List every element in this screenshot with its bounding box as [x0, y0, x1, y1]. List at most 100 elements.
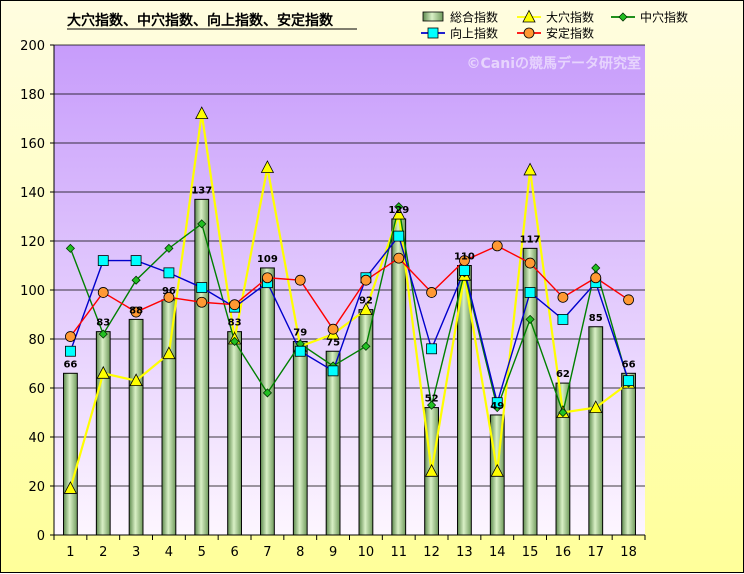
point-安定指数 — [426, 287, 437, 298]
bar-総合指数 — [391, 218, 407, 536]
point-安定指数 — [590, 272, 602, 284]
legend-label: 中穴指数 — [640, 10, 688, 25]
point-向上指数 — [623, 375, 634, 387]
x-tick-label: 8 — [296, 545, 304, 560]
data-label: 137 — [191, 185, 212, 196]
x-tick-label: 17 — [587, 545, 604, 560]
point-大穴指数 — [490, 463, 504, 477]
x-tick-label: 3 — [132, 545, 140, 560]
data-label: 75 — [326, 337, 340, 348]
legend-marker-中穴指数 — [618, 12, 628, 22]
point-向上指数 — [327, 365, 339, 377]
point-大穴指数 — [195, 106, 209, 119]
point-向上指数 — [163, 267, 175, 279]
x-tick-label: 9 — [329, 545, 337, 560]
x-tick-label: 15 — [522, 545, 539, 560]
y-tick-label: 20 — [28, 480, 45, 495]
bar-総合指数 — [128, 318, 144, 536]
point-安定指数 — [65, 331, 76, 342]
point-向上指数 — [130, 255, 142, 267]
point-向上指数 — [65, 345, 76, 357]
point-中穴指数 — [230, 336, 240, 347]
point-中穴指数 — [558, 407, 568, 418]
data-label: 92 — [359, 296, 373, 307]
data-label: 96 — [162, 286, 176, 297]
bar-総合指数 — [227, 331, 242, 536]
x-tick-label: 1 — [66, 545, 74, 560]
point-安定指数 — [557, 291, 569, 303]
point-中穴指数 — [394, 202, 404, 212]
data-label: 129 — [388, 205, 409, 216]
data-label: 110 — [454, 252, 475, 263]
data-label: 49 — [490, 401, 504, 412]
x-tick-label: 12 — [423, 545, 440, 560]
y-tick-label: 120 — [20, 235, 45, 250]
data-label: 83 — [96, 318, 110, 329]
point-中穴指数 — [427, 400, 437, 410]
data-label: 62 — [556, 369, 570, 380]
point-中穴指数 — [98, 329, 108, 339]
legend-marker-向上指数 — [427, 27, 439, 39]
legend-marker-安定指数 — [523, 27, 535, 39]
point-向上指数 — [393, 230, 405, 242]
point-向上指数 — [294, 345, 306, 357]
bar-総合指数 — [555, 382, 571, 536]
y-tick-label: 80 — [28, 333, 45, 348]
bar-総合指数 — [588, 326, 604, 536]
y-tick-label: 180 — [20, 88, 45, 103]
y-tick-label: 40 — [28, 431, 45, 446]
x-tick-label: 10 — [358, 545, 375, 560]
bar-総合指数 — [325, 350, 341, 536]
line-安定指数 — [69, 245, 629, 337]
point-大穴指数 — [63, 481, 78, 494]
point-中穴指数 — [197, 219, 207, 229]
legend-label: 大穴指数 — [546, 10, 594, 25]
point-安定指数 — [130, 306, 142, 318]
legend-label: 向上指数 — [450, 26, 498, 41]
point-向上指数 — [459, 264, 470, 276]
point-中穴指数 — [591, 263, 601, 273]
data-label: 83 — [228, 318, 242, 329]
legend-label: 総合指数 — [450, 10, 498, 25]
point-安定指数 — [262, 272, 273, 284]
point-向上指数 — [97, 255, 109, 267]
point-安定指数 — [360, 274, 372, 286]
point-安定指数 — [327, 323, 339, 335]
point-大穴指数 — [589, 400, 603, 414]
point-向上指数 — [196, 282, 208, 293]
point-中穴指数 — [65, 243, 75, 253]
data-label: 109 — [257, 254, 278, 265]
x-tick-label: 13 — [456, 545, 473, 560]
y-tick-label: 100 — [20, 284, 45, 299]
point-安定指数 — [491, 240, 503, 252]
point-大穴指数 — [424, 463, 439, 477]
y-tick-label: 60 — [28, 382, 45, 397]
line-向上指数 — [69, 234, 630, 406]
point-大穴指数 — [96, 365, 110, 379]
point-安定指数 — [229, 299, 240, 311]
point-安定指数 — [393, 252, 405, 264]
x-tick-label: 2 — [99, 545, 107, 560]
chart-title: 大穴指数、中穴指数、向上指数、安定指数 — [67, 12, 334, 29]
data-label: 85 — [589, 313, 603, 324]
line-中穴指数 — [69, 206, 630, 416]
point-中穴指数 — [262, 388, 272, 398]
point-安定指数 — [459, 255, 470, 267]
legend-label: 安定指数 — [546, 26, 594, 41]
data-label: 117 — [520, 234, 541, 245]
data-label: 66 — [622, 359, 636, 370]
bar-総合指数 — [161, 299, 177, 536]
bar-総合指数 — [63, 372, 78, 536]
point-大穴指数 — [523, 162, 537, 176]
point-中穴指数 — [131, 275, 141, 285]
bar-総合指数 — [621, 372, 636, 536]
point-中穴指数 — [525, 314, 535, 324]
watermark-text: ©Caniの競馬データ研究室 — [467, 55, 642, 72]
data-label: 88 — [129, 305, 143, 316]
point-向上指数 — [557, 313, 569, 325]
x-tick-label: 6 — [230, 545, 238, 560]
point-安定指数 — [623, 294, 634, 306]
point-大穴指数 — [359, 302, 373, 316]
